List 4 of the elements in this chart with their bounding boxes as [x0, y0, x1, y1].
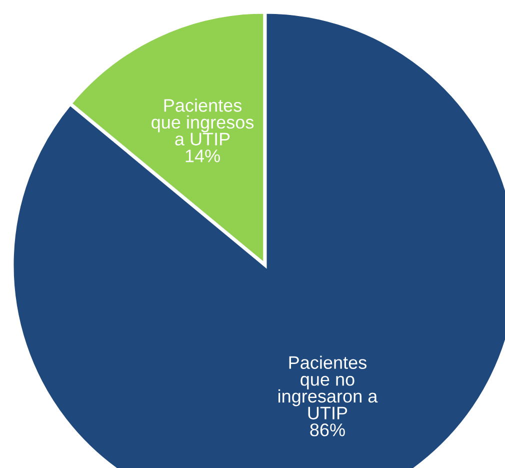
data-label: 14% — [186, 150, 220, 162]
slice-label: Pacientes que ingresos a UTIP — [152, 98, 254, 146]
data-label: 86% — [310, 424, 345, 436]
slice-label: Pacientes que no ingresaron a UTIP — [278, 356, 378, 420]
